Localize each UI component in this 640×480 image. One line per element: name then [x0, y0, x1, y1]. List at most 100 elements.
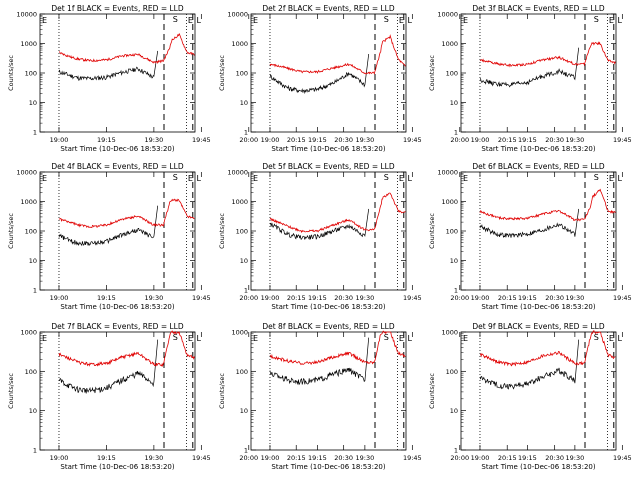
event-letter: L: [197, 334, 202, 343]
x-axis-label: Start Time (10-Dec-06 18:53:20): [60, 145, 174, 153]
x-tick-label: 19:00: [471, 454, 490, 462]
event-letter: S: [594, 173, 599, 182]
y-axis-label: Counts/sec: [428, 213, 436, 249]
x-tick-label: 20:00: [450, 294, 469, 302]
plot-frame: [250, 171, 407, 291]
y-axis-label: Counts/sec: [428, 373, 436, 409]
events-series-line: [269, 337, 370, 386]
event-letter: E: [188, 16, 193, 25]
event-letter: L: [408, 334, 413, 343]
event-letter: L: [618, 16, 623, 25]
x-tick-label: 19:15: [308, 454, 327, 462]
y-tick-label: 10: [450, 407, 458, 415]
y-axis-label: Counts/sec: [218, 373, 226, 409]
panel-title: Det 2f BLACK = Events, RED = LLD: [262, 4, 395, 13]
event-letter: S: [384, 15, 389, 24]
event-letter: E: [463, 174, 468, 183]
lld-series-line: [479, 188, 616, 222]
y-tick-label: 10000: [16, 169, 37, 177]
x-tick-label: 20:15: [498, 294, 517, 302]
x-tick-label: 19:00: [261, 294, 280, 302]
event-letter: L: [618, 334, 623, 343]
y-tick-label: 1000: [231, 329, 248, 337]
plot-frame: [460, 13, 617, 133]
event-letter: E: [188, 334, 193, 343]
panel-title: Det 7f BLACK = Events, RED = LLD: [51, 322, 184, 331]
event-letter: E: [253, 174, 258, 183]
x-tick-label: 20:30: [334, 294, 353, 302]
event-letter: E: [463, 334, 468, 343]
event-letter: E: [609, 16, 614, 25]
x-tick-label: 19:45: [192, 454, 211, 462]
x-tick-label: 19:15: [308, 136, 327, 144]
panel-9: Det 9f BLACK = Events, RED = LLD 1 10 100 10…: [428, 322, 632, 471]
y-axis-label: Counts/sec: [218, 55, 226, 91]
panel-6: Det 6f BLACK = Events, RED = LLD 1 10 100 10…: [428, 162, 632, 311]
events-series-line: [269, 208, 370, 241]
event-letter: E: [399, 16, 404, 25]
x-tick-label: 20:15: [498, 136, 517, 144]
lld-series-line: [269, 34, 406, 75]
x-tick-label: 20:15: [498, 454, 517, 462]
panel-title: Det 5f BLACK = Events, RED = LLD: [262, 162, 395, 171]
event-letter: S: [594, 333, 599, 342]
y-tick-label: 1000: [20, 40, 37, 48]
y-tick-label: 1: [454, 447, 458, 455]
x-tick-label: 19:15: [97, 454, 116, 462]
panel-7: Det 7f BLACK = Events, RED = LLD 1 10 100 10…: [7, 322, 353, 471]
x-tick-label: 19:00: [471, 136, 490, 144]
lld-series-line: [269, 192, 406, 234]
event-letter: L: [197, 16, 202, 25]
plot-frame: [250, 331, 407, 451]
panel-title: Det 6f BLACK = Events, RED = LLD: [472, 162, 605, 171]
x-tick-label: 19:30: [145, 136, 164, 144]
x-tick-label: 19:45: [613, 294, 632, 302]
event-letter: E: [253, 334, 258, 343]
y-tick-label: 10: [240, 257, 248, 265]
lld-series-line: [58, 330, 195, 368]
y-tick-label: 100: [446, 368, 458, 376]
x-tick-label: 20:30: [545, 136, 564, 144]
panel-2: Det 2f BLACK = Events, RED = LLD 1 10 100 10…: [218, 4, 564, 153]
events-series-line: [479, 208, 580, 239]
y-tick-label: 1: [454, 129, 458, 137]
x-tick-label: 19:30: [356, 294, 375, 302]
y-tick-label: 1000: [20, 198, 37, 206]
x-tick-label: 19:00: [50, 454, 69, 462]
y-tick-label: 10: [29, 257, 37, 265]
y-tick-label: 10: [29, 99, 37, 107]
y-tick-label: 10000: [16, 11, 37, 19]
event-letter: S: [173, 173, 178, 182]
x-tick-label: 20:00: [239, 294, 258, 302]
y-tick-label: 1: [33, 287, 37, 295]
x-tick-label: 20:30: [334, 454, 353, 462]
x-tick-label: 19:15: [308, 294, 327, 302]
event-letter: S: [594, 15, 599, 24]
events-series-line: [479, 339, 580, 390]
lld-series-line: [269, 330, 406, 366]
events-series-line: [58, 339, 159, 394]
y-tick-label: 10: [450, 257, 458, 265]
y-tick-label: 10: [240, 99, 248, 107]
x-tick-label: 20:30: [334, 136, 353, 144]
x-tick-label: 19:45: [403, 454, 422, 462]
y-axis-label: Counts/sec: [218, 213, 226, 249]
plot-frame: [460, 331, 617, 451]
x-axis-label: Start Time (10-Dec-06 18:53:20): [271, 303, 385, 311]
x-tick-label: 20:15: [287, 294, 306, 302]
x-axis-label: Start Time (10-Dec-06 18:53:20): [481, 145, 595, 153]
y-tick-label: 10000: [437, 11, 458, 19]
lld-series-line: [479, 330, 616, 367]
x-tick-label: 19:00: [261, 454, 280, 462]
x-tick-label: 19:15: [97, 136, 116, 144]
y-tick-label: 1000: [20, 329, 37, 337]
event-letter: S: [173, 15, 178, 24]
y-tick-label: 100: [236, 70, 248, 78]
panel-title: Det 4f BLACK = Events, RED = LLD: [51, 162, 184, 171]
x-tick-label: 19:45: [613, 136, 632, 144]
event-letter: E: [42, 334, 47, 343]
y-tick-label: 100: [25, 70, 37, 78]
x-tick-label: 19:45: [613, 454, 632, 462]
y-tick-label: 100: [25, 228, 37, 236]
